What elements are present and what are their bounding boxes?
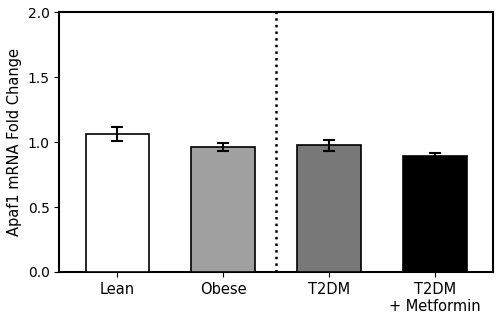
Bar — [192, 147, 255, 272]
Y-axis label: Apaf1 mRNA Fold Change: Apaf1 mRNA Fold Change — [7, 48, 22, 236]
Bar — [86, 134, 149, 272]
Bar — [403, 156, 466, 272]
Bar — [298, 145, 361, 272]
